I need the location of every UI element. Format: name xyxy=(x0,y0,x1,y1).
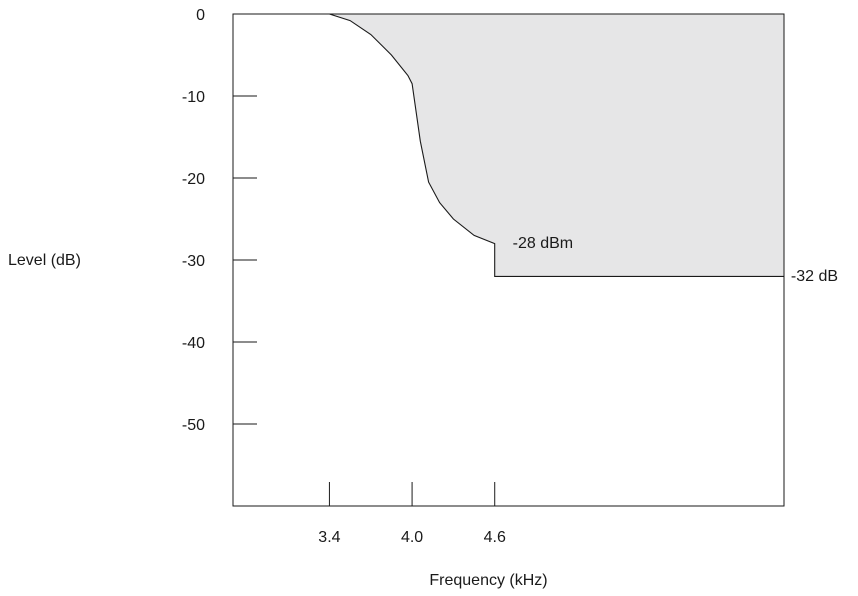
annotation-label: -28 dBm xyxy=(513,235,573,252)
x-axis: 3.4 4.0 4.6 xyxy=(318,482,506,546)
x-tick-label: 3.4 xyxy=(318,529,340,546)
y-tick-label: -50 xyxy=(182,417,205,434)
x-tick-label: 4.6 xyxy=(484,529,506,546)
y-tick-label: -40 xyxy=(182,335,205,352)
x-axis-label: Frequency (kHz) xyxy=(429,572,547,589)
mask-shaded-area xyxy=(329,14,784,277)
y-tick-label: -30 xyxy=(182,253,205,270)
y-axis-label: Level (dB) xyxy=(8,252,81,269)
y-tick-label: -20 xyxy=(182,171,205,188)
y-axis: 0 -10 -20 -30 -40 -50 xyxy=(182,7,257,434)
x-tick-label: 4.0 xyxy=(401,529,423,546)
annotations: -28 dBm -32 dB xyxy=(513,235,838,285)
annotation-label: -32 dB xyxy=(791,268,838,285)
y-tick-label: 0 xyxy=(196,7,205,24)
mask-boundary-line xyxy=(329,13,784,277)
y-tick-label: -10 xyxy=(182,89,205,106)
